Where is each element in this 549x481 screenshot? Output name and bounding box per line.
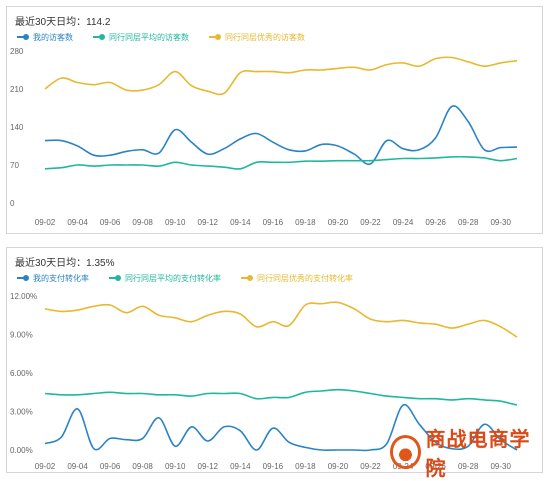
x-tick-label: 09-28 <box>458 218 479 227</box>
series-line-2[interactable] <box>44 301 518 338</box>
series-line-2[interactable] <box>44 56 518 96</box>
y-tick-label: 6.00% <box>10 369 33 378</box>
legend-label: 同行同层平均的支付转化率 <box>125 273 221 283</box>
visitor-chart-panel: 最近30天日均：114.2 我的访客数 同行同层平均的访客数 同行同层优秀的访客… <box>6 6 543 234</box>
x-tick-label: 09-08 <box>132 462 153 471</box>
y-tick-label: 9.00% <box>10 331 33 340</box>
x-tick-label: 09-20 <box>328 218 349 227</box>
y-tick-label: 70 <box>10 161 19 170</box>
x-tick-label: 09-30 <box>490 462 511 471</box>
y-tick-label: 140 <box>10 123 24 132</box>
chart-legend: 我的访客数 同行同层平均的访客数 同行同层优秀的访客数 <box>17 31 305 43</box>
brand-logo-icon <box>390 435 422 469</box>
x-tick-label: 09-04 <box>67 218 88 227</box>
legend-label: 同行同层优秀的支付转化率 <box>257 273 353 283</box>
chart-legend: 我的支付转化率 同行同层平均的支付转化率 同行同层优秀的支付转化率 <box>17 272 353 284</box>
x-tick-label: 09-26 <box>425 218 446 227</box>
x-tick-label: 09-22 <box>360 462 381 471</box>
y-tick-label: 3.00% <box>10 408 33 417</box>
x-tick-label: 09-12 <box>198 462 219 471</box>
x-tick-label: 09-16 <box>263 218 284 227</box>
x-tick-label: 09-06 <box>100 462 121 471</box>
y-tick-label: 0 <box>10 199 15 208</box>
x-tick-label: 09-10 <box>165 462 186 471</box>
legend-item[interactable]: 同行同层平均的访客数 <box>93 32 189 43</box>
x-tick-label: 09-10 <box>165 218 186 227</box>
x-tick-label: 09-26 <box>425 462 446 471</box>
x-tick-label: 09-12 <box>198 218 219 227</box>
legend-marker-icon <box>215 34 221 40</box>
y-tick-label: 12.00% <box>10 292 37 301</box>
chart-title: 最近30天日均：114.2 <box>15 17 111 28</box>
x-tick-label: 09-02 <box>35 462 56 471</box>
legend-item[interactable]: 同行同层平均的支付转化率 <box>109 273 221 284</box>
y-tick-label: 210 <box>10 85 24 94</box>
x-tick-label: 09-30 <box>490 218 511 227</box>
x-tick-label: 09-22 <box>360 218 381 227</box>
chart-title: 最近30天日均：1.35% <box>15 258 115 269</box>
legend-marker-icon <box>115 275 121 281</box>
x-tick-label: 09-28 <box>458 462 479 471</box>
legend-item[interactable]: 我的支付转化率 <box>17 273 89 284</box>
x-tick-label: 09-24 <box>393 218 414 227</box>
y-tick-label: 280 <box>10 47 24 56</box>
watermark-text: 商战电商学院 <box>425 427 531 480</box>
series-line-0[interactable] <box>44 403 518 452</box>
x-tick-label: 09-16 <box>263 462 284 471</box>
legend-marker-icon <box>23 34 29 40</box>
legend-item[interactable]: 同行同层优秀的访客数 <box>209 32 305 43</box>
x-tick-label: 09-14 <box>230 462 251 471</box>
visitor-line-chart: 0 70 140 210 280 09-02 09-04 09-06 09-08 09-10 09-… <box>10 47 518 227</box>
x-tick-label: 09-06 <box>100 218 121 227</box>
x-tick-label: 09-02 <box>35 218 56 227</box>
x-tick-label: 09-14 <box>230 218 251 227</box>
x-tick-label: 09-18 <box>295 218 316 227</box>
legend-item[interactable]: 我的访客数 <box>17 32 73 43</box>
x-tick-label: 09-20 <box>328 462 349 471</box>
legend-marker-icon <box>99 34 105 40</box>
series-line-1[interactable] <box>44 155 518 170</box>
conversion-chart-panel: 最近30天日均：1.35% 我的支付转化率 同行同层平均的支付转化率 同行同层优… <box>6 247 543 473</box>
x-tick-label: 09-08 <box>132 218 153 227</box>
legend-marker-icon <box>247 275 253 281</box>
x-tick-label: 09-18 <box>295 462 316 471</box>
legend-label: 我的支付转化率 <box>33 273 89 283</box>
x-tick-label: 09-04 <box>67 462 88 471</box>
legend-label: 同行同层平均的访客数 <box>109 32 189 42</box>
legend-label: 我的访客数 <box>33 32 73 42</box>
watermark: 商战电商学院 <box>390 427 540 480</box>
legend-marker-icon <box>23 275 29 281</box>
series-line-1[interactable] <box>44 388 518 406</box>
legend-label: 同行同层优秀的访客数 <box>225 32 305 42</box>
legend-item[interactable]: 同行同层优秀的支付转化率 <box>241 273 353 284</box>
y-tick-label: 0.00% <box>10 446 33 455</box>
series-line-0[interactable] <box>44 105 518 166</box>
